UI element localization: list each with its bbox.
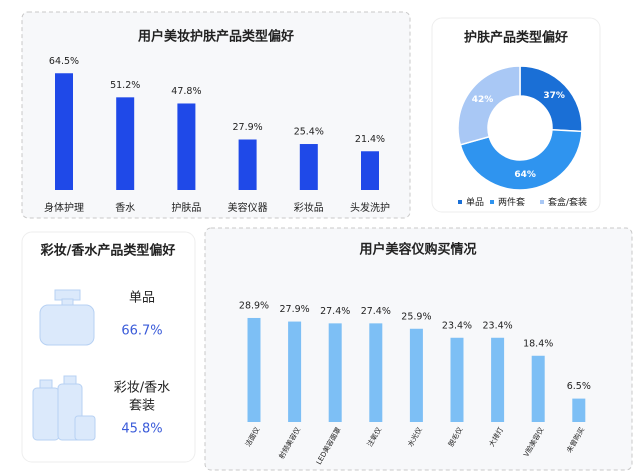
value-label: 27.4%	[320, 306, 350, 317]
chart-title: 用户美妆护肤产品类型偏好	[137, 29, 294, 45]
set-icon	[32, 375, 96, 441]
value-label: 27.4%	[361, 306, 391, 317]
item-value: 66.7%	[121, 324, 162, 339]
bar	[247, 317, 261, 422]
item-value: 45.8%	[121, 422, 162, 437]
bar	[328, 323, 342, 422]
bar	[409, 328, 423, 422]
bottle-icon	[39, 289, 95, 346]
slice-label: 37%	[543, 91, 565, 101]
x-tick-label: 彩妆品	[294, 201, 324, 214]
value-label: 18.4%	[523, 338, 553, 349]
bar	[177, 103, 196, 190]
bar	[572, 398, 586, 422]
chart-title: 护肤产品类型偏好	[464, 30, 568, 46]
item-label: 套装	[129, 398, 155, 414]
legend-swatch	[490, 200, 494, 204]
value-label: 51.2%	[110, 80, 140, 91]
legend-label: 两件套	[498, 196, 525, 208]
bar	[450, 337, 464, 422]
x-tick-label: 美容仪器	[228, 201, 268, 214]
chart-title: 用户美容仪购买情况	[358, 242, 476, 258]
x-tick-label: 香水	[115, 202, 135, 214]
bar	[369, 323, 383, 422]
bar	[361, 151, 379, 190]
x-tick-label: 护肤品	[171, 201, 201, 214]
value-label: 64.5%	[49, 56, 79, 67]
value-label: 21.4%	[355, 134, 385, 145]
bar	[288, 321, 302, 422]
value-label: 25.4%	[294, 127, 324, 138]
value-label: 6.5%	[567, 381, 591, 392]
value-label: 27.9%	[233, 122, 263, 133]
legend-swatch	[458, 200, 462, 204]
bar	[238, 139, 257, 190]
panel-title: 彩妆/香水产品类型偏好	[40, 243, 176, 259]
x-tick-label: 头发洗护	[350, 201, 390, 214]
value-label: 23.4%	[442, 320, 472, 331]
legend-swatch	[540, 200, 544, 204]
slice-label: 64%	[514, 170, 536, 180]
value-label: 25.9%	[401, 311, 431, 322]
pie-slice	[459, 128, 583, 191]
value-label: 28.9%	[239, 300, 269, 311]
bar	[55, 73, 73, 190]
item-label: 彩妆/香水	[114, 381, 170, 396]
pie-slice	[457, 65, 521, 146]
bar	[116, 97, 135, 190]
item-label: 单品	[129, 291, 155, 306]
value-label: 27.9%	[280, 304, 310, 315]
value-label: 47.8%	[171, 86, 201, 97]
bar	[491, 337, 505, 422]
bar	[531, 355, 545, 422]
bar	[299, 144, 318, 190]
slice-label: 42%	[472, 95, 494, 105]
value-label: 23.4%	[483, 320, 513, 331]
legend-label: 单品	[466, 196, 484, 208]
legend-label: 套盒/套装	[548, 196, 587, 208]
x-tick-label: 身体护理	[44, 201, 84, 214]
